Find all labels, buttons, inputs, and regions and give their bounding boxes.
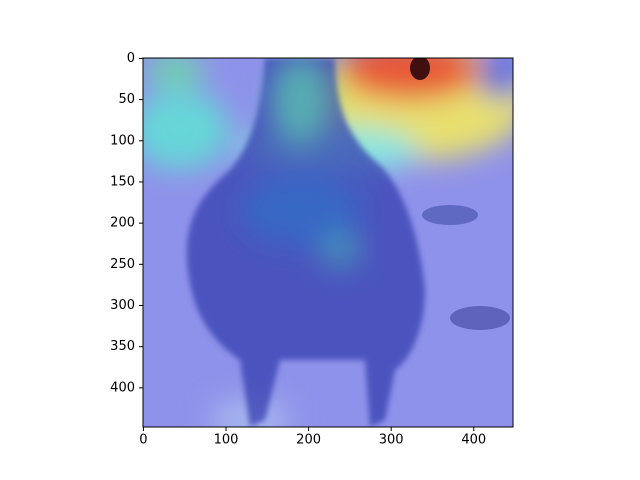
x-tick-label: 200 xyxy=(296,433,321,448)
heatmap-image xyxy=(143,58,513,427)
y-tick-label: 300 xyxy=(110,298,135,313)
y-tick-label: 150 xyxy=(110,174,135,189)
y-tick-label: 50 xyxy=(118,92,135,107)
x-tick-label: 400 xyxy=(461,433,486,448)
x-tick-label: 100 xyxy=(214,433,239,448)
y-tick-label: 400 xyxy=(110,380,135,395)
x-tick-label: 0 xyxy=(139,433,147,448)
y-tick-label: 100 xyxy=(110,133,135,148)
x-tick-label: 300 xyxy=(379,433,404,448)
y-tick-label: 0 xyxy=(127,51,135,66)
y-tick-label: 350 xyxy=(110,339,135,354)
y-tick-label: 250 xyxy=(110,257,135,272)
y-tick-label: 200 xyxy=(110,216,135,231)
axes-frame xyxy=(142,57,514,428)
